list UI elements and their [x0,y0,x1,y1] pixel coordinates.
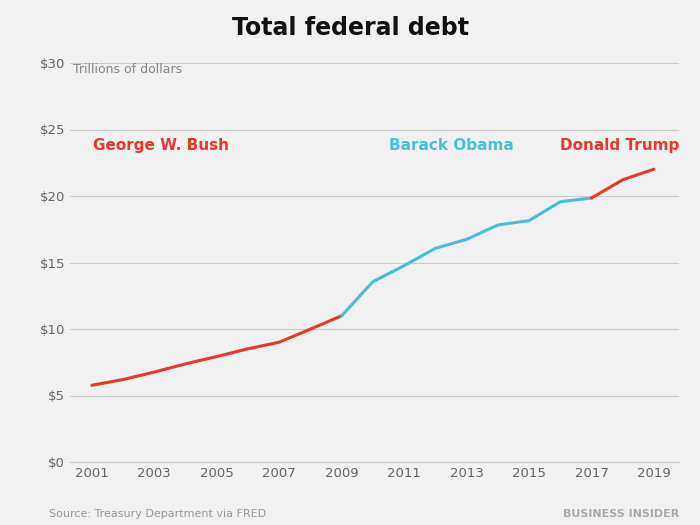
Text: BUSINESS INSIDER: BUSINESS INSIDER [563,509,679,519]
Text: Donald Trump: Donald Trump [560,138,679,153]
Text: Trillions of dollars: Trillions of dollars [73,63,182,76]
Text: Total federal debt: Total federal debt [232,16,468,40]
Text: Barack Obama: Barack Obama [389,138,513,153]
Text: George W. Bush: George W. Bush [92,138,229,153]
Text: Source: Treasury Department via FRED: Source: Treasury Department via FRED [49,509,266,519]
